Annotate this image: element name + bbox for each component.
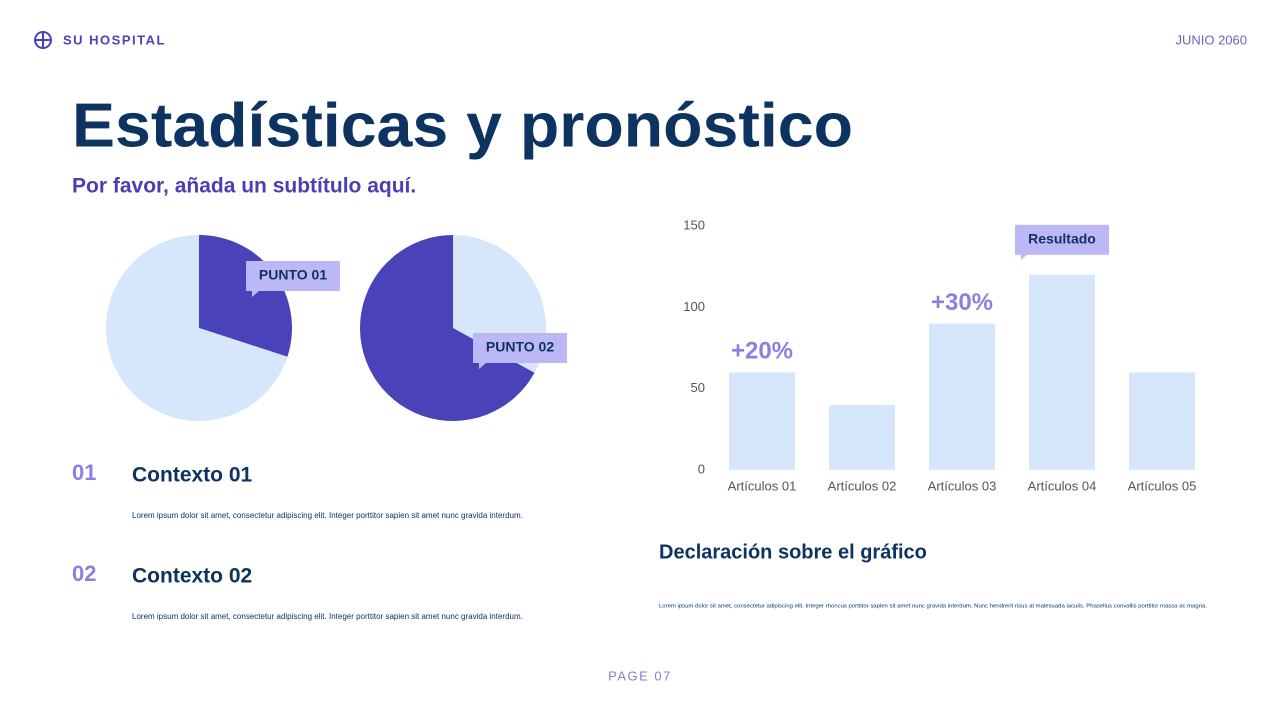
pie-slice [199, 235, 292, 357]
x-tick-label: Artículos 03 [928, 478, 997, 493]
pie-slice [105, 235, 288, 421]
statement-body: Lorem ipsum dolor sit amet, consectetur … [659, 603, 1207, 609]
y-tick-label: 150 [683, 217, 705, 232]
x-tick-label: Artículos 02 [828, 478, 897, 493]
brand: SU HOSPITAL [63, 32, 166, 47]
callout-box [473, 333, 567, 363]
callout-tail [479, 363, 486, 369]
bar [929, 323, 995, 470]
context-number: 02 [72, 561, 96, 586]
bar-annotation: +20% [731, 338, 793, 365]
y-tick-label: 50 [691, 380, 705, 395]
x-tick-label: Artículos 01 [728, 478, 797, 493]
x-tick-label: Artículos 04 [1028, 478, 1097, 493]
subtitle: Por favor, añada un subtítulo aquí. [72, 175, 416, 198]
callout-box [246, 261, 340, 291]
context-body: Lorem ipsum dolor sit amet, consectetur … [132, 511, 523, 520]
date: JUNIO 2060 [1175, 32, 1247, 47]
y-tick-label: 100 [683, 299, 705, 314]
context-heading: Contexto 02 [132, 565, 252, 588]
bar [829, 404, 895, 470]
statement-heading: Declaración sobre el gráfico [659, 541, 927, 563]
bar [729, 372, 795, 470]
page-number: PAGE 07 [608, 668, 672, 683]
callout-label: PUNTO 01 [259, 267, 327, 283]
callout-label: PUNTO 02 [486, 339, 554, 355]
context-number: 01 [72, 460, 96, 485]
logo [34, 31, 52, 49]
callout-label: Resultado [1028, 231, 1096, 247]
callout-box [1015, 224, 1109, 255]
bar [1129, 372, 1195, 470]
bar-annotation: +30% [931, 289, 993, 316]
context-heading: Contexto 01 [132, 464, 253, 487]
title: Estadísticas y pronóstico [72, 91, 853, 160]
pie-slice [360, 235, 535, 421]
bar [1029, 274, 1095, 470]
context-body: Lorem ipsum dolor sit amet, consectetur … [132, 612, 523, 621]
x-tick-label: Artículos 05 [1128, 478, 1197, 493]
y-tick-label: 0 [698, 461, 705, 476]
callout-tail [1021, 254, 1027, 260]
callout-tail [252, 291, 259, 297]
